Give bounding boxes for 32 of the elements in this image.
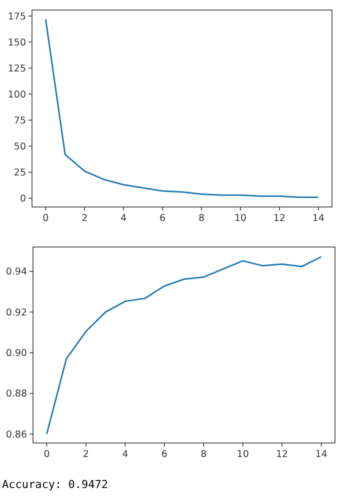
y-tick-label: 0.86 [6,429,27,440]
y-tick-label: 125 [8,63,26,74]
x-tick-label: 14 [312,213,324,224]
y-tick-label: 25 [14,168,26,179]
y-tick-label: 0.88 [6,388,27,400]
x-tick-label: 14 [315,449,328,460]
line-series [46,256,322,435]
x-tick-label: 8 [200,449,207,460]
x-tick-label: 4 [120,213,127,224]
x-tick-label: 6 [161,449,168,460]
y-tick-label: 50 [14,141,26,152]
x-tick-label: 0 [44,449,50,460]
x-tick-label: 10 [234,213,246,224]
y-tick-label: 175 [8,11,26,22]
y-tick-label: 100 [8,89,26,100]
x-tick-label: 10 [236,449,249,460]
x-tick-label: 12 [273,213,286,224]
x-tick-label: 4 [122,449,128,460]
x-tick-label: 12 [276,449,288,460]
y-tick-label: 0 [20,194,26,205]
x-tick-label: 2 [82,449,89,460]
x-tick-label: 8 [198,213,205,224]
x-tick-label: 0 [42,213,49,224]
text: Accuracy: 0.9472 [2,478,108,491]
y-tick-label: 75 [14,115,26,126]
x-tick-label: 2 [82,213,88,224]
y-tick-label: 0.92 [6,307,27,318]
y-tick-label: 0.94 [6,266,27,278]
x-tick-label: 6 [159,213,166,224]
y-tick-label: 0.90 [6,348,27,360]
line-series [44,18,320,198]
y-tick-label: 150 [8,37,26,48]
